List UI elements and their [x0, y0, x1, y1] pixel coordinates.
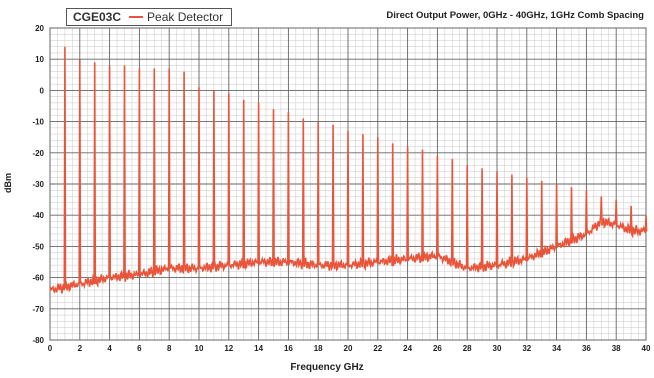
x-tick-label: 14 [254, 344, 263, 353]
series-peak-detector [49, 46, 648, 294]
x-tick-label: 20 [344, 344, 353, 353]
legend-swatch [129, 16, 144, 18]
legend-title: CGE03C [73, 10, 122, 24]
x-axis-ticks: 0 2 4 6 8 10 12 14 16 18 20 22 24 26 28 30 32 34 36 38 40 [48, 344, 651, 353]
y-tick-label: -40 [32, 211, 44, 220]
x-tick-label: 8 [167, 344, 172, 353]
x-tick-label: 4 [107, 344, 112, 353]
y-tick-label: 20 [35, 24, 44, 33]
y-tick-label: -60 [32, 274, 44, 283]
legend: CGE03C Peak Detector [66, 8, 232, 26]
y-tick-label: 0 [40, 86, 45, 95]
y-tick-label: -70 [32, 305, 44, 314]
x-tick-label: 6 [137, 344, 142, 353]
y-axis-ticks: 20 10 0 -10 -20 -30 -40 -50 -60 -70 -80 [32, 24, 44, 345]
x-tick-label: 30 [493, 344, 502, 353]
x-tick-label: 10 [195, 344, 204, 353]
y-tick-label: -50 [32, 242, 44, 251]
x-tick-label: 36 [582, 344, 591, 353]
x-tick-label: 18 [314, 344, 323, 353]
y-axis-label: dBm [3, 173, 13, 193]
legend-series-label: Peak Detector [147, 10, 224, 24]
y-tick-label: 10 [35, 55, 44, 64]
x-tick-label: 0 [48, 344, 53, 353]
x-tick-label: 16 [284, 344, 293, 353]
y-tick-label: -80 [32, 336, 44, 345]
x-tick-label: 32 [522, 344, 531, 353]
y-tick-label: -10 [32, 118, 44, 127]
x-tick-label: 22 [373, 344, 382, 353]
x-tick-label: 38 [612, 344, 621, 353]
x-tick-label: 24 [403, 344, 412, 353]
x-tick-label: 26 [433, 344, 442, 353]
x-axis-label: Frequency GHz [290, 362, 364, 373]
y-tick-label: -20 [32, 149, 44, 158]
x-tick-label: 40 [642, 344, 651, 353]
chart-title: Direct Output Power, 0GHz - 40GHz, 1GHz … [386, 10, 644, 21]
y-tick-label: -30 [32, 180, 44, 189]
x-tick-label: 2 [78, 344, 83, 353]
x-tick-label: 34 [552, 344, 561, 353]
x-tick-label: 28 [463, 344, 472, 353]
x-tick-label: 12 [224, 344, 233, 353]
